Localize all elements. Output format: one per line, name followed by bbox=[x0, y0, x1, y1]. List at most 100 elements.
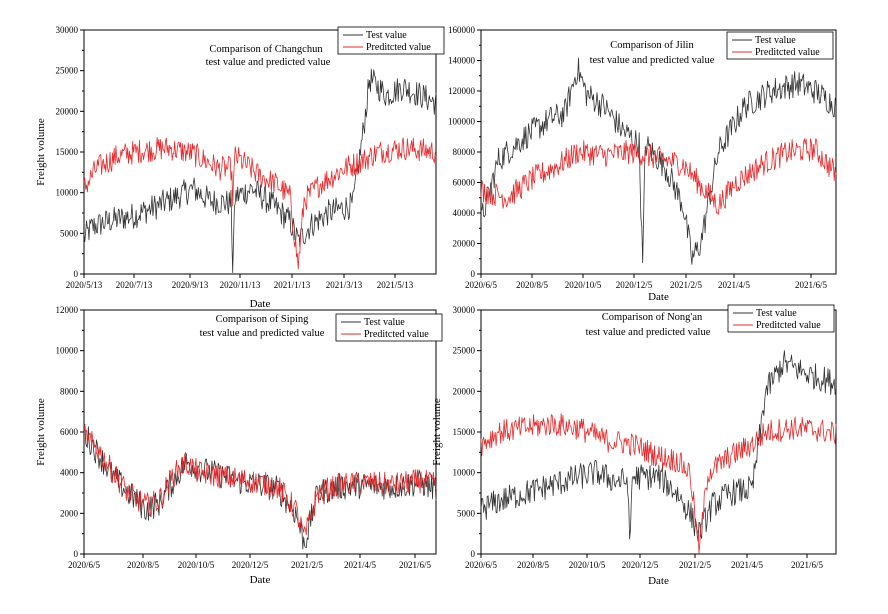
x-tick-label: 2021/6/5 bbox=[791, 560, 824, 570]
x-tick-label: 2020/6/5 bbox=[465, 560, 498, 570]
legend-label: Test value bbox=[756, 308, 797, 319]
x-tick-label: 2020/6/5 bbox=[465, 280, 498, 290]
series-line-predicted bbox=[480, 138, 837, 215]
y-tick-label: 40000 bbox=[453, 208, 476, 218]
chart-title-line: Comparison of Jilin bbox=[610, 40, 694, 51]
x-tick-label: 2021/3/13 bbox=[326, 280, 363, 290]
x-tick-label: 2020/12/5 bbox=[232, 560, 269, 570]
y-tick-label: 20000 bbox=[56, 106, 79, 116]
series-line-test bbox=[480, 350, 837, 542]
legend-box bbox=[726, 31, 834, 60]
x-axis-label: Date bbox=[648, 291, 669, 303]
chart-title-line: test value and predicted value bbox=[206, 57, 331, 68]
x-tick-label: 2021/5/13 bbox=[377, 280, 414, 290]
y-tick-label: 0 bbox=[471, 269, 476, 279]
x-tick-label: 2020/7/13 bbox=[116, 280, 153, 290]
y-tick-label: 160000 bbox=[448, 25, 476, 35]
y-tick-label: 15000 bbox=[56, 147, 79, 157]
y-tick-label: 8000 bbox=[60, 386, 79, 396]
x-tick-label: 2020/11/13 bbox=[220, 280, 261, 290]
x-tick-label: 2020/10/5 bbox=[569, 560, 606, 570]
legend-label: Preditcted value bbox=[366, 42, 431, 53]
y-tick-label: 80000 bbox=[453, 147, 476, 157]
chart-title-line: Comparison of Changchun bbox=[209, 44, 323, 55]
legend-box bbox=[335, 313, 443, 342]
y-tick-label: 0 bbox=[471, 549, 476, 559]
y-tick-label: 25000 bbox=[453, 346, 476, 356]
x-tick-label: 2020/6/5 bbox=[68, 560, 101, 570]
x-tick-label: 2020/10/5 bbox=[178, 560, 215, 570]
y-tick-label: 30000 bbox=[56, 25, 79, 35]
y-tick-label: 30000 bbox=[453, 305, 476, 315]
chart-title-line: test value and predicted value bbox=[200, 328, 325, 339]
chart-title-line: Comparison of Siping bbox=[216, 314, 310, 325]
y-axis-label: Freight volume bbox=[35, 398, 47, 466]
y-tick-label: 0 bbox=[74, 269, 79, 279]
y-tick-label: 20000 bbox=[453, 386, 476, 396]
x-tick-label: 2020/5/13 bbox=[66, 280, 103, 290]
chart-title-line: test value and predicted value bbox=[586, 327, 711, 338]
y-tick-label: 2000 bbox=[60, 508, 79, 518]
chart-title-line: test value and predicted value bbox=[590, 55, 715, 66]
y-tick-label: 6000 bbox=[60, 427, 79, 437]
x-tick-label: 2021/2/5 bbox=[679, 560, 712, 570]
chart-panel-2: 0 20000 40000 60000 80000 100000 120000 140000 1… bbox=[448, 25, 837, 303]
y-axis-label: Freight volume bbox=[431, 398, 443, 466]
series-line-predicted bbox=[83, 424, 437, 536]
y-tick-label: 10000 bbox=[56, 346, 79, 356]
series-line-test bbox=[480, 57, 837, 265]
legend-label: Preditcted value bbox=[756, 320, 821, 331]
y-tick-label: 10000 bbox=[453, 468, 476, 478]
chart-title-line: Comparison of Nong'an bbox=[602, 312, 703, 323]
legend-label: Preditcted value bbox=[755, 47, 820, 58]
y-tick-label: 10000 bbox=[56, 188, 79, 198]
x-tick-label: 2021/4/5 bbox=[718, 280, 751, 290]
x-tick-label: 2020/8/5 bbox=[517, 560, 550, 570]
y-tick-label: 15000 bbox=[453, 427, 476, 437]
x-tick-label: 2021/2/5 bbox=[670, 280, 703, 290]
y-tick-label: 4000 bbox=[60, 468, 79, 478]
chart-panel-1: 0 5000 10000 15000 20000 25000 30000 2020/5/13 2… bbox=[35, 25, 445, 310]
x-tick-label: 2021/4/5 bbox=[731, 560, 764, 570]
y-tick-label: 12000 bbox=[56, 305, 79, 315]
y-tick-label: 0 bbox=[74, 549, 79, 559]
x-tick-label: 2020/10/5 bbox=[565, 280, 602, 290]
series-line-predicted bbox=[83, 136, 437, 270]
chart-panel-4: 0 5000 10000 15000 20000 25000 30000 2020/6/5 20… bbox=[431, 304, 837, 587]
y-tick-label: 120000 bbox=[448, 86, 476, 96]
legend-label: Test value bbox=[366, 30, 407, 41]
x-tick-label: 2021/1/13 bbox=[274, 280, 311, 290]
legend-label: Test value bbox=[364, 317, 405, 328]
x-tick-label: 2020/9/13 bbox=[172, 280, 209, 290]
series-line-test bbox=[83, 68, 437, 274]
legend-label: Preditcted value bbox=[364, 329, 429, 340]
x-tick-label: 2021/4/5 bbox=[344, 560, 377, 570]
x-tick-label: 2020/8/5 bbox=[516, 280, 549, 290]
chart-panel-3: 0 2000 4000 6000 8000 10000 12000 2020/6/5 2020/… bbox=[35, 305, 443, 586]
x-axis-label: Date bbox=[250, 574, 271, 586]
x-tick-label: 2021/2/5 bbox=[291, 560, 324, 570]
plot-frame bbox=[83, 309, 437, 555]
legend-box bbox=[337, 26, 445, 55]
x-tick-label: 2020/12/5 bbox=[616, 280, 653, 290]
y-tick-label: 20000 bbox=[453, 239, 476, 249]
y-tick-label: 140000 bbox=[448, 56, 476, 66]
y-axis-label: Freight volume bbox=[35, 118, 47, 186]
legend-box bbox=[727, 304, 835, 333]
x-axis-label: Date bbox=[250, 298, 271, 310]
x-tick-label: 2021/6/5 bbox=[795, 280, 828, 290]
y-tick-label: 100000 bbox=[448, 117, 476, 127]
plot-frame bbox=[480, 309, 837, 555]
x-tick-label: 2020/8/5 bbox=[127, 560, 160, 570]
y-tick-label: 5000 bbox=[60, 228, 79, 238]
x-axis-label: Date bbox=[648, 575, 669, 587]
y-tick-label: 25000 bbox=[56, 66, 79, 76]
legend-label: Test value bbox=[755, 35, 796, 46]
x-tick-label: 2021/6/5 bbox=[399, 560, 432, 570]
y-tick-label: 5000 bbox=[457, 508, 476, 518]
